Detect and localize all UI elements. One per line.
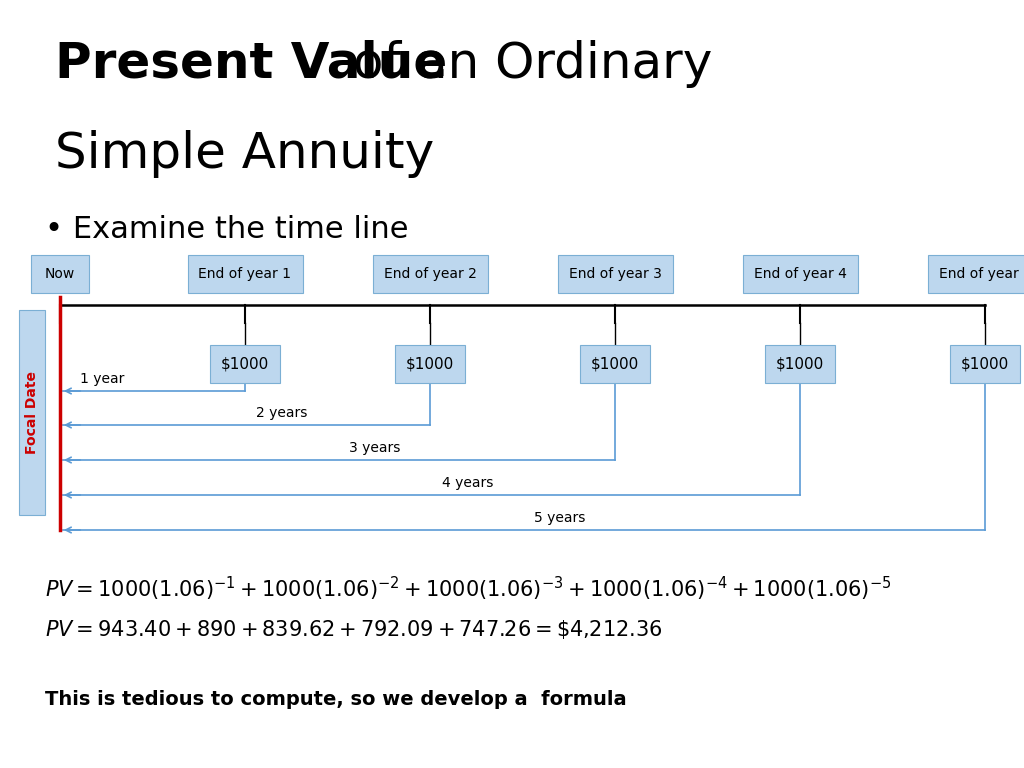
FancyBboxPatch shape — [950, 345, 1020, 383]
Text: This is tedious to compute, so we develop a  formula: This is tedious to compute, so we develo… — [45, 690, 627, 709]
FancyBboxPatch shape — [210, 345, 280, 383]
FancyBboxPatch shape — [31, 255, 89, 293]
FancyBboxPatch shape — [557, 255, 673, 293]
FancyBboxPatch shape — [19, 310, 45, 515]
Text: $1000: $1000 — [221, 356, 269, 372]
Text: End of year 4: End of year 4 — [754, 267, 847, 281]
Text: Now: Now — [45, 267, 75, 281]
Text: Simple Annuity: Simple Annuity — [55, 130, 434, 178]
Text: of an Ordinary: of an Ordinary — [337, 40, 713, 88]
Text: End of year 1: End of year 1 — [199, 267, 292, 281]
FancyBboxPatch shape — [928, 255, 1024, 293]
Text: 3 years: 3 years — [349, 441, 400, 455]
FancyBboxPatch shape — [395, 345, 465, 383]
Text: Focal Date: Focal Date — [25, 371, 39, 454]
Text: $PV = 943.40 + 890 + 839.62 + 792.09 + 747.26 = \$4{,}212.36$: $PV = 943.40 + 890 + 839.62 + 792.09 + 7… — [45, 618, 663, 641]
Text: 1 year: 1 year — [80, 372, 124, 386]
Text: Present Value: Present Value — [55, 40, 447, 88]
FancyBboxPatch shape — [187, 255, 302, 293]
Text: End of year 3: End of year 3 — [568, 267, 662, 281]
FancyBboxPatch shape — [765, 345, 835, 383]
Text: • Examine the time line: • Examine the time line — [45, 215, 409, 244]
Text: $1000: $1000 — [776, 356, 824, 372]
FancyBboxPatch shape — [580, 345, 650, 383]
Text: $1000: $1000 — [406, 356, 454, 372]
Text: 5 years: 5 years — [534, 511, 586, 525]
Text: $PV = 1000(1.06)^{-1} + 1000(1.06)^{-2} + 1000(1.06)^{-3} + 1000(1.06)^{-4} + 10: $PV = 1000(1.06)^{-1} + 1000(1.06)^{-2} … — [45, 575, 891, 603]
Text: $1000: $1000 — [961, 356, 1009, 372]
Text: End of year 2: End of year 2 — [384, 267, 476, 281]
Text: 2 years: 2 years — [256, 406, 308, 420]
FancyBboxPatch shape — [373, 255, 487, 293]
Text: End of year 5: End of year 5 — [939, 267, 1024, 281]
FancyBboxPatch shape — [742, 255, 857, 293]
Text: $1000: $1000 — [591, 356, 639, 372]
Text: 4 years: 4 years — [441, 476, 493, 490]
